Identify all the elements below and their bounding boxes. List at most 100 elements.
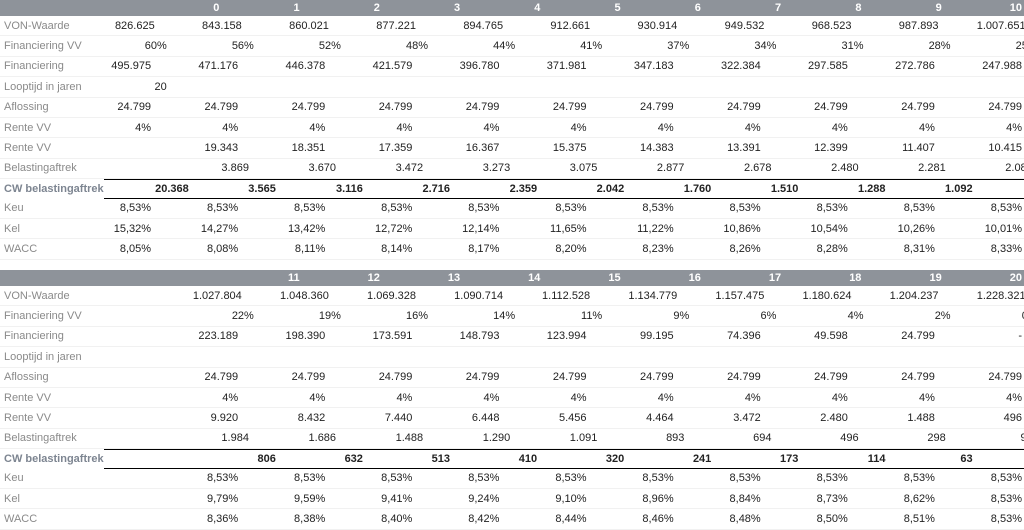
value-cell: 24.799 [901,371,935,384]
value-cell: 24.799 [639,371,674,384]
value-cell: 24.799 [814,101,848,114]
value-cell: 396.780 [459,60,500,73]
value-cell [66,493,153,505]
value-cell: 4% [831,121,848,134]
value-cell: 632 [344,452,363,465]
value-cell: 1.488 [395,432,424,445]
value-cell: 114 [867,452,886,465]
row-values: 20 [82,81,1024,93]
value-cell: 12,72% [375,222,413,235]
row-values: 826.625 843.158 860.021 877.221 894.765 912.6… [70,20,1024,32]
value-cell: 298 [927,432,946,445]
value-cell: 987.893 [898,19,939,32]
value-cell: 20 [154,80,167,93]
value-cell: 8,17% [468,242,500,255]
value-cell: 4% [744,121,761,134]
value-cell: 860.021 [289,19,329,32]
value-cell: 8,11% [294,242,326,255]
year-header-cell: 9 [935,2,942,14]
value-cell: 1.092 [945,182,973,195]
value-cell: 173 [780,452,799,465]
value-cell: 1.048.360 [279,289,329,302]
value-cell: 919 [975,183,1024,195]
value-cell: 8,84% [729,492,761,505]
value-cell: 14,27% [200,222,239,235]
value-cell: 694 [753,432,772,445]
value-cell: 52% [318,40,341,53]
value-cell: 8,53% [816,472,848,485]
value-cell: 8,53% [381,472,413,485]
value-cell: 9,79% [206,492,239,505]
row-label: Rente VV [4,142,52,155]
value-cell: 4% [1006,121,1022,134]
value-cell: 8,53% [381,202,413,215]
value-cell: 34% [754,40,777,53]
value-cell: 24.799 [901,330,935,343]
value-cell: 8.432 [297,412,326,425]
row-values: 3.869 3.670 3.472 3.273 3.075 2.877 2.678 2.480… [77,162,1024,174]
value-cell: 8,53% [468,202,500,215]
value-cell: 2.480 [820,412,848,425]
value-cell: 421.579 [372,60,413,73]
year-header-cell: 7 [775,2,782,14]
value-cell: 8,50% [816,512,848,525]
value-cell [66,142,153,154]
value-cell: 4% [919,391,935,404]
table-row: Rente VV 9.920 8.432 7.440 6.448 5.456 4.464 3.… [0,408,1024,429]
value-cell: 44% [493,40,516,53]
value-cell: 3.472 [733,412,761,425]
value-cell: 8,96% [642,492,674,505]
value-cell: 8,53% [294,472,326,485]
row-label: WACC [4,512,38,525]
value-cell: 123.994 [546,330,587,343]
value-cell: 18.351 [291,142,326,155]
table-row: VON-Waarde 1.027.804 1.048.360 1.069.328 1.0… [0,286,1024,307]
row-values: 8,53% 8,53% 8,53% 8,53% 8,53% 8,53% 8,53% 8,53%… [66,472,1024,484]
value-cell: 8,44% [555,512,587,525]
row-label: CW belastingaftrek [4,182,104,195]
row-label: Looptijd in jaren [4,80,82,93]
year-header-cell: 16 [688,272,701,284]
row-label: Financiering VV [4,310,82,323]
value-cell [866,81,953,93]
value-cell: 8,53% [729,472,761,485]
value-cell: 24.799 [378,101,413,114]
value-cell: 8,05% [119,242,152,255]
value-cell: 12.399 [814,142,848,155]
value-cell: 60% [144,40,167,53]
value-cell: 4% [831,391,848,404]
row-values: 9.920 8.432 7.440 6.448 5.456 4.464 3.472 2.480… [66,412,1024,424]
value-cell: 1.686 [308,432,337,445]
table-years-11-20: 11 12 13 14 15 16 17 18 19 20 VON-Waarde 1.027.804 1… [0,270,1024,530]
header-row: 0 1 2 3 4 5 6 7 8 9 10 [0,0,1024,16]
value-cell: 8,73% [816,492,848,505]
value-cell: 11% [581,310,603,323]
value-cell: 3.472 [395,162,424,175]
row-label: Aflossing [4,101,49,114]
value-cell: 8,53% [903,202,935,215]
row-values: 15,32% 14,27% 13,42% 12,72% 12,14% 11,65% 11,2… [66,223,1024,235]
value-cell [66,330,153,342]
value-cell: 8,62% [903,492,935,505]
value-cell: 12,14% [462,222,500,235]
row-values: 8,05% 8,08% 8,11% 8,14% 8,17% 8,20% 8,23% 8,26%… [66,243,1024,255]
value-cell: 8,38% [294,512,326,525]
value-cell: 4% [309,391,326,404]
value-cell: 8,53% [990,202,1022,215]
table-row: Aflossing 24.799 24.799 24.799 24.799 24.799 2… [0,368,1024,388]
year-header-cell: 3 [453,2,461,14]
value-cell: 8,53% [294,202,326,215]
value-cell: 2% [934,310,951,323]
value-cell: 6.448 [471,412,500,425]
value-cell: 24.799 [204,101,239,114]
value-cell: 11,65% [550,222,587,235]
value-cell: 410 [518,452,538,465]
year-header-cell: 8 [855,2,862,14]
value-cell: 24.799 [552,101,587,114]
value-cell: 19 [975,453,1024,465]
value-cell: 8,33% [990,242,1022,255]
value-cell: 1.027.804 [192,289,242,302]
value-cell: 99.195 [639,330,674,343]
value-cell: 9,24% [468,492,500,505]
value-cell: 223.189 [198,330,239,343]
